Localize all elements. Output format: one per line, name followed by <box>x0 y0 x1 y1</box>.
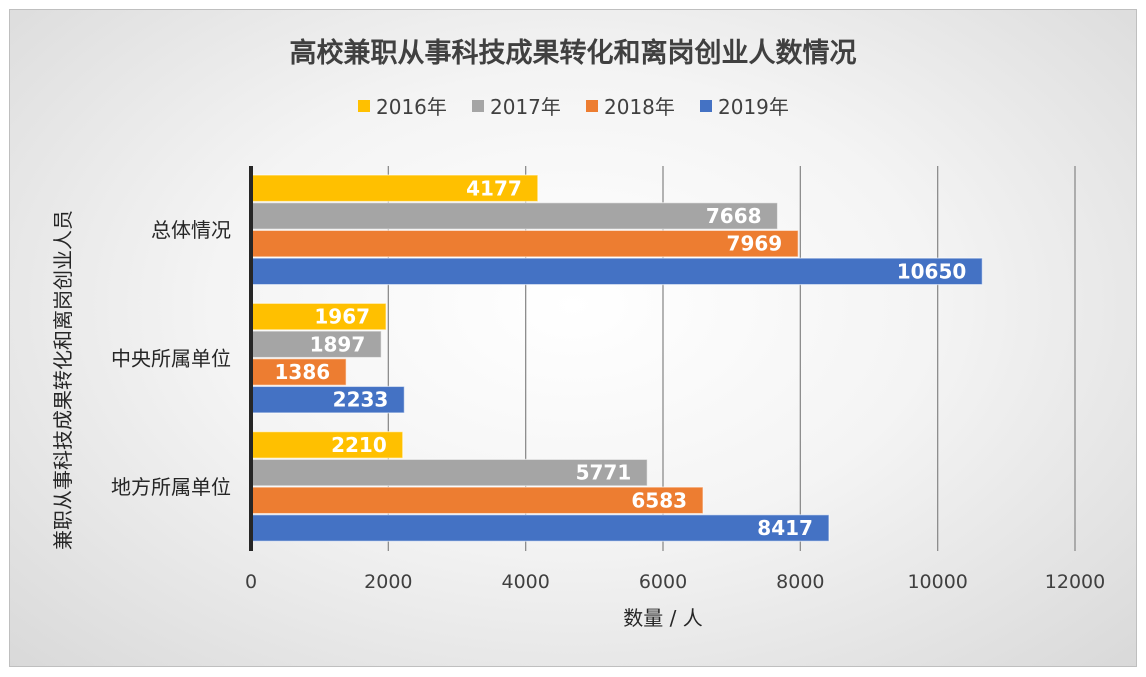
bar <box>250 486 704 515</box>
data-label: 7668 <box>706 204 762 228</box>
data-label: 5771 <box>576 461 632 485</box>
legend-label: 2017年 <box>490 95 561 119</box>
data-label: 4177 <box>466 176 522 200</box>
data-label: 7969 <box>727 232 783 256</box>
x-axis-title: 数量 / 人 <box>623 606 702 630</box>
chart-title: 高校兼职从事科技成果转化和离岗创业人数情况 <box>290 37 857 69</box>
x-tick-label: 4000 <box>501 571 549 593</box>
bar <box>250 458 648 487</box>
data-label: 10650 <box>897 259 967 283</box>
bar <box>250 302 387 331</box>
legend-swatch <box>586 100 598 112</box>
y-axis-title: 兼职从事科技成果转化和离岗创业人员 <box>51 210 75 550</box>
bar <box>250 257 983 286</box>
x-tick-label: 6000 <box>639 571 687 593</box>
x-tick-labels: 0 2000 4000 6000 8000 10000 12000 <box>245 571 1105 593</box>
bar <box>250 202 779 230</box>
bar <box>250 229 799 258</box>
x-tick-label: 0 <box>245 571 257 593</box>
bar <box>250 330 382 359</box>
legend-label: 2016年 <box>376 95 447 119</box>
bar <box>250 431 404 459</box>
data-label: 8417 <box>757 516 813 540</box>
legend-swatch <box>700 100 712 112</box>
bars <box>250 174 983 542</box>
x-tick-label: 8000 <box>776 571 824 593</box>
data-label: 2210 <box>331 433 387 457</box>
legend-swatch <box>472 100 484 112</box>
data-label: 6583 <box>631 488 687 512</box>
chart-frame <box>9 9 1137 667</box>
legend-swatch <box>358 100 370 112</box>
x-tick-label: 12000 <box>1045 571 1105 593</box>
bar <box>250 358 347 386</box>
x-tick-label: 10000 <box>907 571 967 593</box>
bar <box>250 385 405 414</box>
legend: 2016年 2017年 2018年 2019年 <box>358 95 789 119</box>
legend-label: 2019年 <box>718 95 789 119</box>
data-label: 1967 <box>314 305 370 329</box>
data-label: 1386 <box>275 360 331 384</box>
x-tick-label: 2000 <box>364 571 412 593</box>
category-label: 总体情况 <box>151 218 231 242</box>
category-label: 地方所属单位 <box>111 475 231 499</box>
category-label: 中央所属单位 <box>111 347 231 371</box>
legend-label: 2018年 <box>604 95 675 119</box>
data-label: 1897 <box>310 332 366 356</box>
bar <box>250 514 830 542</box>
data-label: 2233 <box>333 388 389 412</box>
